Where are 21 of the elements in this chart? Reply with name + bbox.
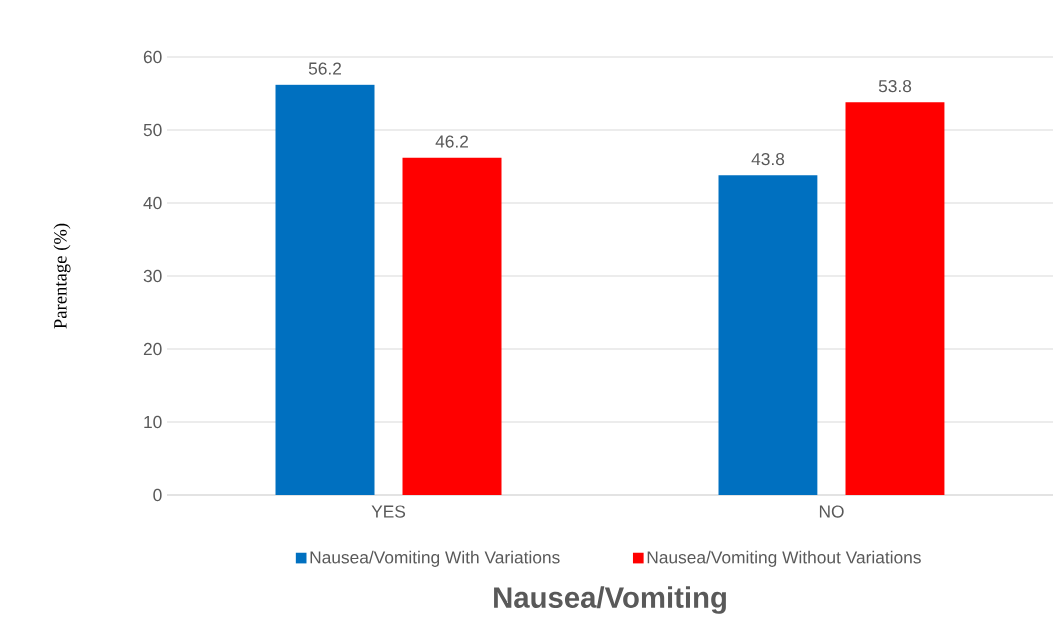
data-label: 46.2 xyxy=(435,135,468,148)
y-tick-label: 60 xyxy=(143,50,162,64)
x-axis-title: Nausea/Vomiting xyxy=(494,586,726,614)
y-tick-label: 30 xyxy=(143,269,162,283)
x-tick-label: YES xyxy=(371,505,406,518)
bar xyxy=(275,84,375,495)
y-tick-label: 10 xyxy=(144,415,162,429)
y-tick-label: 50 xyxy=(143,123,162,137)
data-label: 53.8 xyxy=(878,79,912,93)
y-axis-title: Parentage (%) xyxy=(53,223,71,329)
bar xyxy=(718,175,818,495)
y-tick-label: 20 xyxy=(143,342,162,356)
legend-label: Nausea/Vomiting Without Variations xyxy=(647,550,921,567)
bar xyxy=(402,157,502,495)
x-tick-label: NO xyxy=(819,505,844,518)
legend-label: Nausea/Vomiting With Variations xyxy=(310,550,560,567)
data-label: 56.2 xyxy=(308,62,341,75)
data-label: 43.8 xyxy=(751,152,785,166)
y-tick-label: 0 xyxy=(153,488,162,502)
bar xyxy=(845,102,945,495)
y-tick-label: 40 xyxy=(143,196,162,210)
